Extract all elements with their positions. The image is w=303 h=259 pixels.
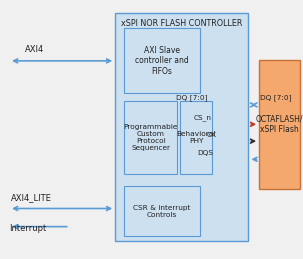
Text: Interrupt: Interrupt: [9, 224, 46, 233]
Text: AXI Slave
controller and
FIFOs: AXI Slave controller and FIFOs: [135, 46, 189, 76]
Text: DQ [7:0]: DQ [7:0]: [260, 94, 291, 101]
Text: Behavioral
PHY: Behavioral PHY: [176, 131, 216, 144]
Bar: [124, 28, 200, 93]
Bar: [180, 101, 212, 174]
Bar: [124, 101, 177, 174]
Text: OCTAFLASH/
xSPI Flash: OCTAFLASH/ xSPI Flash: [256, 115, 303, 134]
Text: DQ [7:0]: DQ [7:0]: [176, 94, 208, 101]
Text: AXI4_LITE: AXI4_LITE: [12, 193, 52, 202]
Text: AXI4: AXI4: [25, 45, 45, 54]
Text: CS_n: CS_n: [194, 114, 212, 121]
Text: xSPI NOR FLASH CONTROLLER: xSPI NOR FLASH CONTROLLER: [121, 19, 242, 28]
Text: CSR & interrupt
Controls: CSR & interrupt Controls: [133, 205, 191, 218]
Bar: [115, 13, 248, 241]
Text: DQS: DQS: [198, 150, 214, 156]
Bar: [259, 60, 300, 189]
Bar: [124, 186, 200, 236]
Text: Programmable
Custom
Protocol
Sequencer: Programmable Custom Protocol Sequencer: [124, 124, 178, 151]
Text: CK: CK: [207, 132, 217, 138]
